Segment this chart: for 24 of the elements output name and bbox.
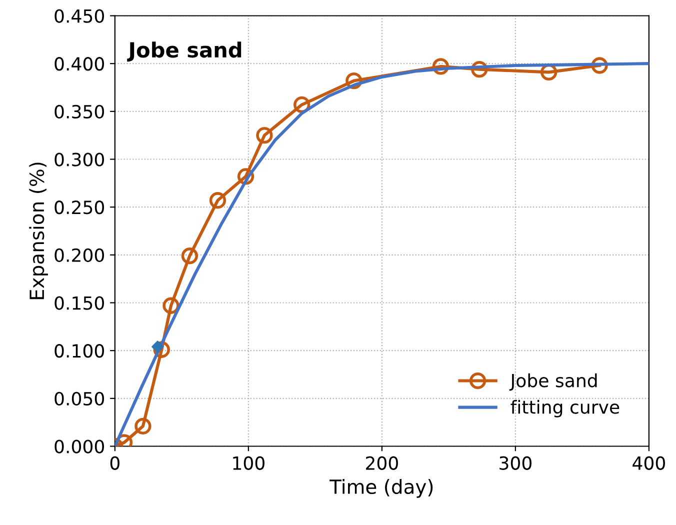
x-tick-label: 300 bbox=[500, 456, 532, 470]
y-tick-label: 0.400 bbox=[54, 57, 104, 71]
y-tick-label: 0.300 bbox=[54, 152, 104, 166]
x-axis-title: Time (day) bbox=[330, 479, 433, 498]
x-tick-label: 100 bbox=[233, 456, 264, 470]
x-tick-label: 200 bbox=[366, 456, 398, 470]
point bbox=[134, 418, 152, 434]
y-tick-label: 0.350 bbox=[54, 104, 104, 119]
y-tick-label: 0.050 bbox=[54, 392, 104, 406]
x-tick-label: 400 bbox=[632, 456, 665, 470]
y-tick-label: 0.100 bbox=[54, 344, 104, 358]
text: Jobe sand bbox=[127, 42, 242, 62]
point bbox=[256, 126, 273, 144]
y-tick-label: 0.450 bbox=[54, 9, 104, 23]
y-tick-label: 0.250 bbox=[54, 200, 104, 214]
legend-label: Jobe sand bbox=[509, 373, 597, 391]
point bbox=[181, 248, 198, 264]
x-tick-label: 0 bbox=[110, 456, 120, 470]
legend-label: fitting curve bbox=[510, 400, 620, 418]
point bbox=[209, 192, 226, 209]
y-axis-title: Expansion (%) bbox=[29, 162, 48, 300]
y-tick-label: 0.000 bbox=[54, 440, 104, 454]
y-tick-label: 0.200 bbox=[54, 248, 104, 262]
y-tick-label: 0.150 bbox=[54, 296, 104, 310]
